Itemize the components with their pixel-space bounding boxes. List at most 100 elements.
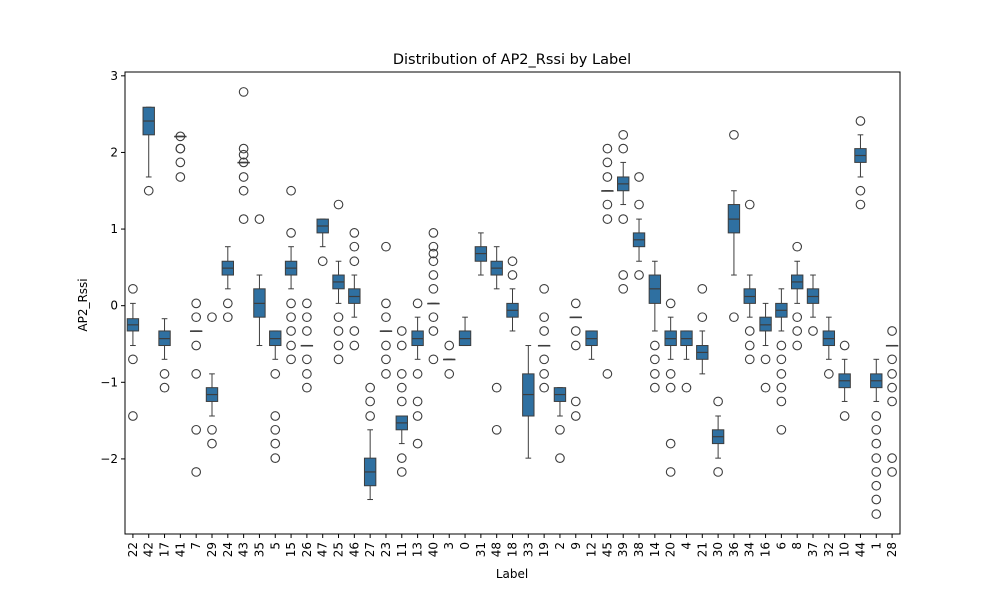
- outlier-point: [128, 354, 138, 365]
- outlier-point: [286, 185, 296, 196]
- outlier-point: [649, 369, 660, 379]
- x-tick-label: 30: [711, 542, 725, 557]
- outlier-point: [191, 298, 202, 309]
- x-tick-label: 38: [632, 542, 646, 557]
- outlier-point: [839, 411, 850, 421]
- outlier-point: [665, 438, 676, 449]
- x-tick-label: 36: [727, 542, 741, 557]
- outlier-point: [396, 369, 407, 379]
- outlier-point: [270, 438, 281, 449]
- outlier-point: [222, 298, 233, 309]
- outlier-point: [792, 241, 803, 252]
- outlier-point: [887, 369, 897, 379]
- outlier-point: [381, 340, 391, 351]
- y-tick-label: −2: [100, 452, 118, 466]
- x-tick-label: 3: [442, 542, 456, 550]
- box-32: [822, 316, 836, 379]
- outlier-point: [349, 228, 360, 238]
- outlier-point: [871, 480, 882, 491]
- outlier-point: [760, 354, 771, 365]
- box-44: [854, 116, 867, 210]
- box-6: [775, 288, 788, 435]
- outlier-point: [207, 438, 217, 449]
- outlier-point: [618, 129, 629, 140]
- x-tick-label: 0: [458, 542, 472, 550]
- outlier-point: [760, 382, 771, 393]
- outlier-point: [871, 509, 882, 519]
- outlier-point: [602, 214, 613, 224]
- outlier-point: [444, 369, 455, 379]
- outlier-point: [428, 241, 439, 252]
- outlier-point: [412, 298, 423, 309]
- outlier-point: [792, 326, 803, 336]
- box-43: [237, 87, 250, 224]
- outlier-point: [618, 143, 629, 154]
- outlier-point: [159, 369, 170, 379]
- box-8: [791, 241, 804, 351]
- box-45: [601, 143, 614, 379]
- outlier-point: [428, 312, 439, 323]
- outlier-point: [333, 340, 344, 351]
- box-40: [427, 228, 440, 365]
- x-tick-label: 4: [679, 542, 693, 550]
- box-27: [363, 382, 377, 501]
- x-tick-label: 16: [759, 542, 773, 557]
- y-tick-label: 2: [110, 145, 118, 159]
- outlier-point: [349, 256, 360, 267]
- outlier-point: [191, 340, 202, 351]
- outlier-point: [649, 354, 660, 365]
- y-axis-label: AP2_Rssi: [76, 278, 90, 331]
- outlier-point: [175, 157, 186, 168]
- outlier-point: [887, 382, 897, 393]
- chart-title: Distribution of AP2_Rssi by Label: [393, 52, 631, 68]
- box-28: [885, 326, 899, 477]
- outlier-point: [618, 283, 629, 294]
- box-37: [806, 274, 820, 336]
- outlier-point: [396, 453, 407, 463]
- outlier-point: [412, 411, 423, 421]
- x-tick-label: 43: [237, 542, 251, 557]
- outlier-point: [365, 411, 376, 421]
- box-35: [253, 214, 266, 347]
- outlier-point: [302, 298, 312, 309]
- outlier-point: [317, 256, 328, 267]
- outlier-point: [871, 424, 882, 435]
- outlier-point: [744, 326, 755, 336]
- outlier-point: [871, 453, 882, 463]
- outlier-point: [175, 172, 186, 182]
- outlier-point: [191, 312, 202, 323]
- box-14: [648, 260, 662, 393]
- outlier-point: [428, 283, 439, 294]
- box-41: [174, 131, 187, 182]
- box-36: [727, 129, 741, 323]
- outlier-point: [286, 228, 296, 238]
- outlier-point: [539, 382, 549, 393]
- box-2: [553, 387, 567, 463]
- box-26: [300, 298, 314, 393]
- x-tick-label: 8: [790, 542, 804, 550]
- outlier-point: [776, 340, 787, 351]
- outlier-point: [555, 424, 565, 435]
- outlier-point: [887, 354, 897, 365]
- outlier-point: [270, 369, 281, 379]
- outlier-point: [681, 382, 692, 393]
- x-tick-label: 31: [474, 542, 488, 557]
- box-47: [316, 218, 329, 267]
- outlier-point: [618, 214, 629, 224]
- outlier-point: [776, 396, 787, 407]
- outlier-point: [428, 256, 439, 267]
- box-11: [395, 326, 408, 477]
- box-21: [696, 283, 709, 375]
- outlier-point: [871, 467, 882, 477]
- x-axis-label: Label: [496, 567, 528, 581]
- box-17: [158, 318, 171, 393]
- outlier-point: [744, 354, 755, 365]
- x-tick-label: 14: [648, 542, 662, 557]
- outlier-point: [365, 396, 376, 407]
- outlier-point: [634, 172, 644, 182]
- outlier-point: [349, 340, 360, 351]
- x-tick-label: 13: [411, 542, 425, 557]
- outlier-point: [823, 369, 834, 379]
- outlier-point: [808, 326, 818, 336]
- outlier-point: [238, 87, 249, 97]
